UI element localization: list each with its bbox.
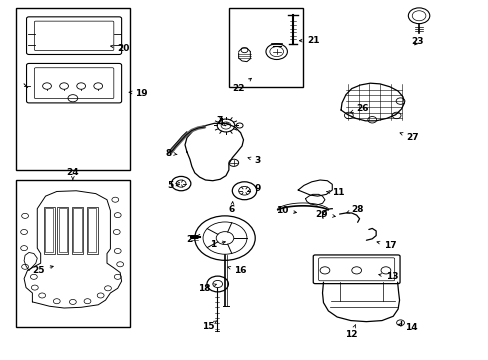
Text: 9: 9 — [247, 184, 260, 193]
FancyBboxPatch shape — [34, 21, 114, 50]
Text: 3: 3 — [247, 156, 260, 165]
Bar — [73, 208, 81, 252]
Text: 23: 23 — [410, 37, 423, 46]
FancyBboxPatch shape — [26, 17, 122, 54]
Text: 24: 24 — [66, 168, 79, 180]
Bar — [57, 207, 68, 253]
Bar — [88, 208, 96, 252]
Text: 17: 17 — [376, 241, 396, 250]
Text: 13: 13 — [378, 272, 398, 281]
Bar — [86, 207, 98, 253]
Text: 12: 12 — [345, 324, 357, 339]
Text: 11: 11 — [326, 188, 344, 197]
Bar — [43, 207, 55, 253]
Text: 2: 2 — [185, 235, 195, 244]
FancyBboxPatch shape — [26, 63, 122, 103]
Bar — [59, 208, 67, 252]
Text: 19: 19 — [129, 89, 147, 98]
FancyBboxPatch shape — [34, 68, 114, 99]
Text: 29: 29 — [315, 210, 335, 219]
Text: 10: 10 — [275, 206, 296, 215]
Text: 4: 4 — [217, 118, 229, 127]
Text: 20: 20 — [110, 44, 130, 53]
Text: 8: 8 — [165, 149, 177, 158]
Text: 27: 27 — [399, 132, 418, 142]
Text: 7: 7 — [216, 116, 225, 126]
Text: 18: 18 — [198, 284, 216, 293]
Text: 14: 14 — [398, 323, 417, 332]
Text: 16: 16 — [227, 266, 246, 275]
Bar — [16, 180, 130, 327]
Text: 26: 26 — [350, 104, 368, 113]
Bar — [16, 8, 130, 170]
Text: 25: 25 — [32, 266, 53, 275]
Text: 15: 15 — [202, 321, 217, 331]
Text: 5: 5 — [167, 181, 179, 190]
Text: 1: 1 — [210, 240, 225, 249]
Text: 28: 28 — [346, 205, 363, 214]
Text: 21: 21 — [299, 36, 319, 45]
Text: 6: 6 — [228, 202, 235, 214]
Bar — [228, 8, 303, 87]
FancyBboxPatch shape — [313, 255, 399, 284]
Text: 22: 22 — [232, 78, 251, 93]
FancyBboxPatch shape — [318, 258, 394, 281]
Bar — [72, 207, 83, 253]
Bar — [45, 208, 53, 252]
